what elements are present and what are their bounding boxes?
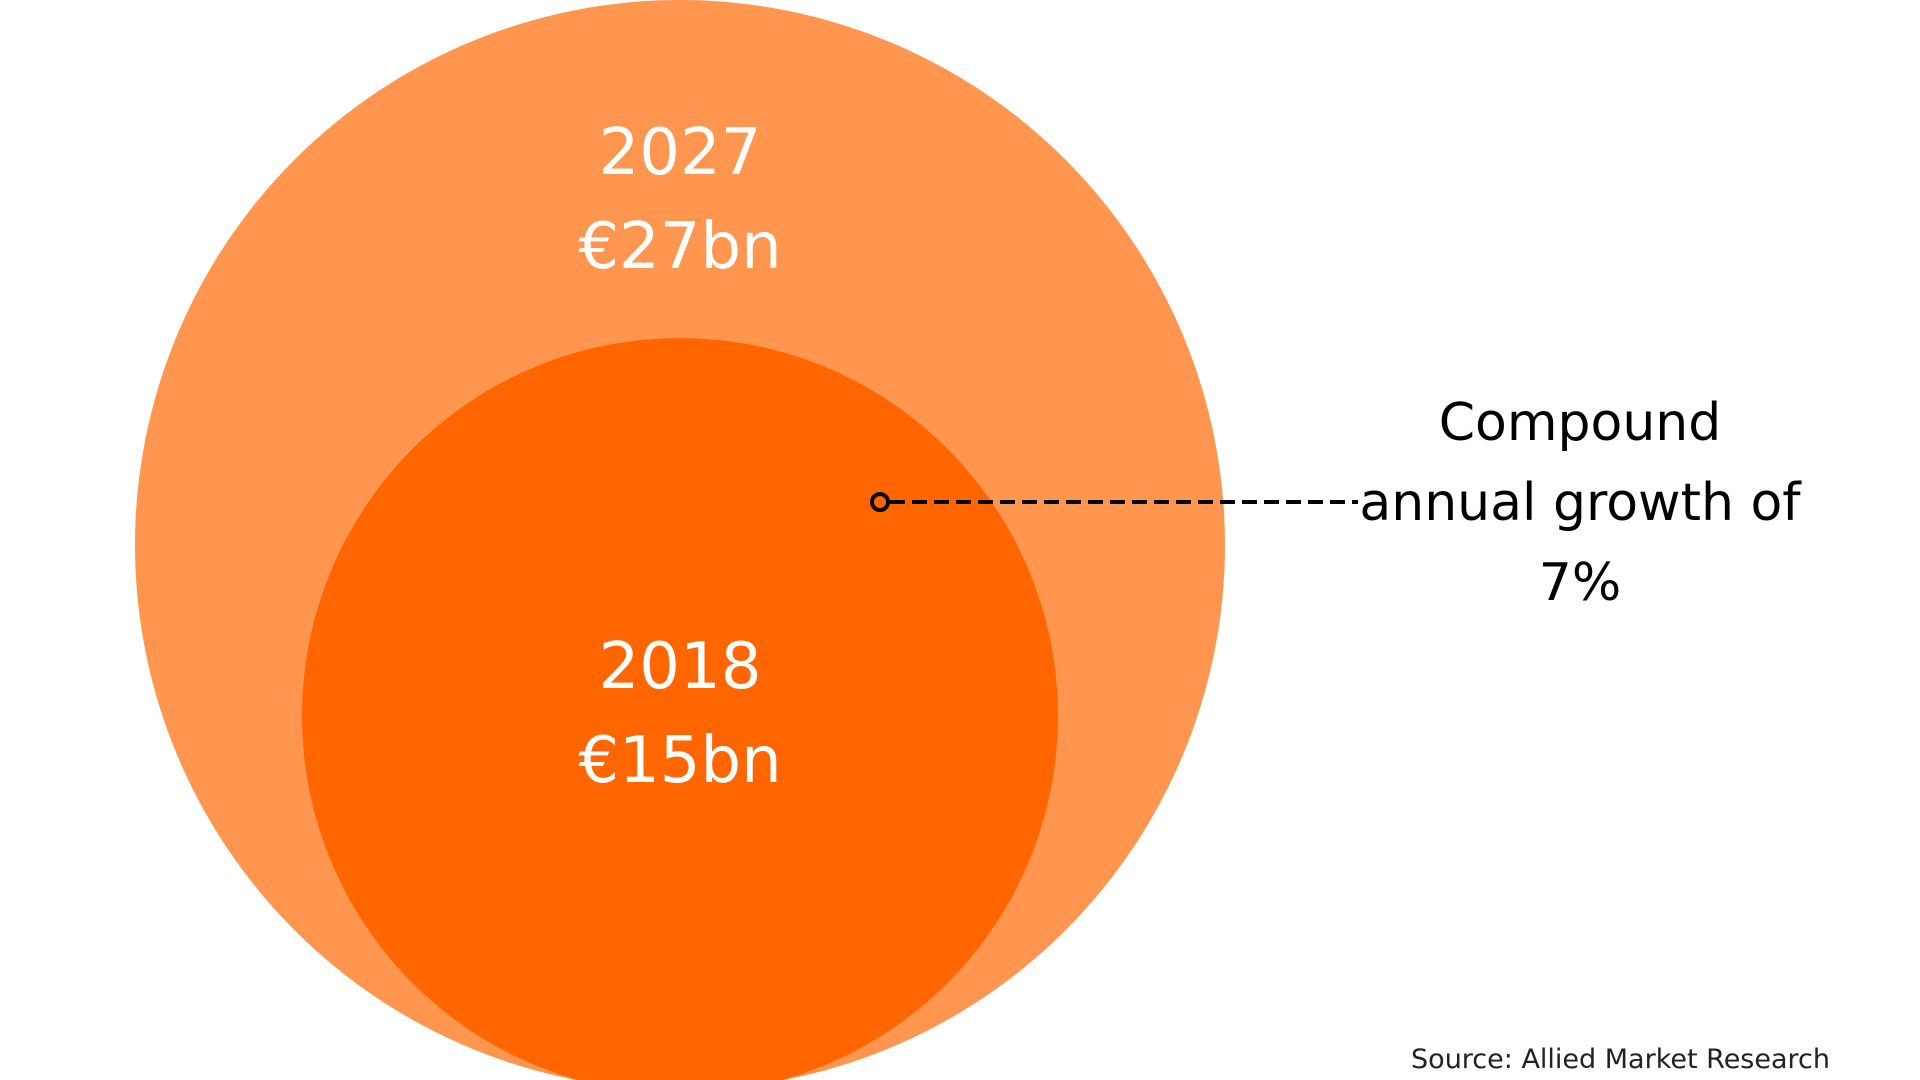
label-2018-year: 2018 bbox=[599, 630, 762, 704]
annotation-line-1: Compound bbox=[1439, 393, 1722, 453]
growth-connector-dot bbox=[870, 492, 890, 512]
label-2018-value: €15bn bbox=[578, 724, 781, 798]
annotation-line-2: annual growth of bbox=[1359, 473, 1802, 533]
annotation-line-3: 7% bbox=[1539, 553, 1622, 613]
circle-2018 bbox=[302, 338, 1058, 1080]
label-2027-value: €27bn bbox=[578, 210, 781, 284]
label-2027-year: 2027 bbox=[599, 116, 762, 190]
source-note: Source: Allied Market Research bbox=[1411, 1044, 1830, 1075]
